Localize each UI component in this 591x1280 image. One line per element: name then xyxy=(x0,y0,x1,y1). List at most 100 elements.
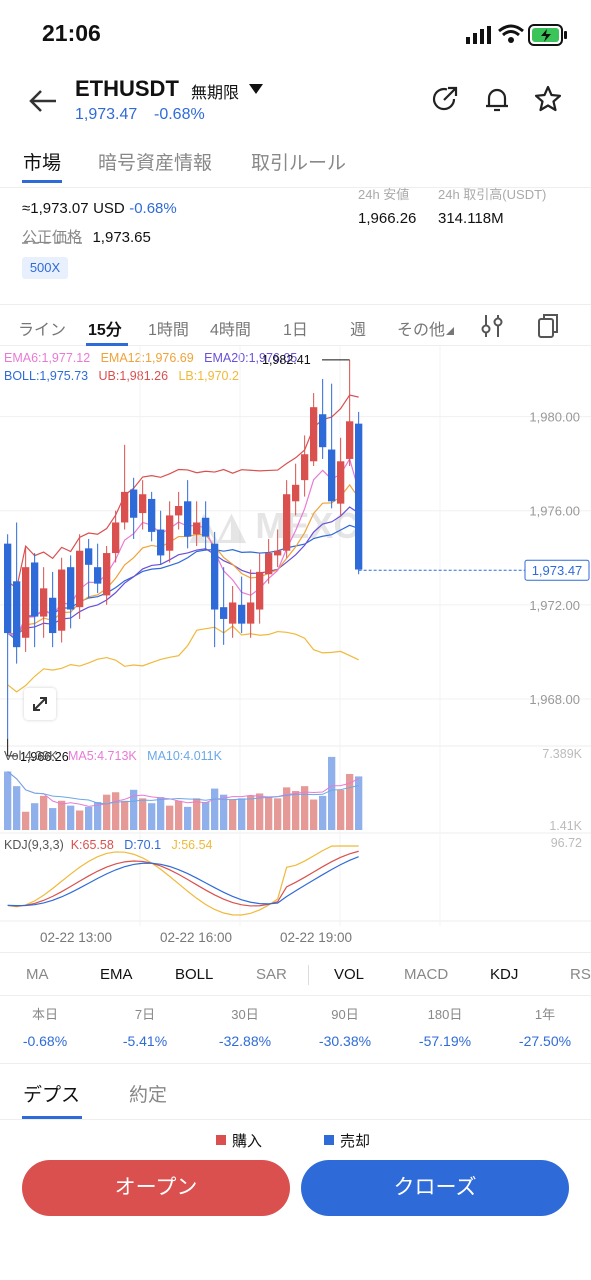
tab-trades[interactable]: 約定 xyxy=(129,1085,168,1106)
wifi-icon xyxy=(498,24,524,43)
volume-bar xyxy=(319,795,327,830)
candle-body xyxy=(319,414,327,448)
volume-bar xyxy=(40,795,48,830)
y-tick-label: 1,976.00 xyxy=(529,504,580,519)
perf-value: -30.38% xyxy=(318,1033,372,1049)
header: ETHUSDT 無期限 1,973.47 -0.68% xyxy=(0,70,591,132)
candle-body xyxy=(121,491,129,523)
vol-ma10-line xyxy=(7,771,359,805)
tab-trading-rules[interactable]: 取引ルール xyxy=(251,153,347,174)
symbol-title[interactable]: ETHUSDT xyxy=(75,76,179,101)
period-week[interactable]: 週 xyxy=(350,322,367,339)
period-4h[interactable]: 4時間 xyxy=(210,322,251,339)
y-tick-label: 1,968.00 xyxy=(529,692,580,707)
vol-values: Vol:4.39K MA5:4.713K MA10:4.011K xyxy=(4,749,222,763)
vol-min-label: 1.41K xyxy=(549,819,582,833)
period-underline xyxy=(86,343,128,346)
contract-type[interactable]: 無期限 xyxy=(191,85,240,102)
candle-body xyxy=(247,602,255,624)
expand-chart-button[interactable] xyxy=(24,688,56,720)
leverage-badge[interactable]: 500X xyxy=(22,257,68,279)
perf-label: 本日 xyxy=(31,1007,58,1022)
candle-body xyxy=(175,506,183,516)
perf-today: 本日 -0.68% xyxy=(0,1004,90,1049)
status-time: 21:06 xyxy=(42,20,101,46)
indicator-settings-icon[interactable] xyxy=(480,313,504,339)
price-chart[interactable]: ◭◮ MEXC 1,980.00 1,976.00 1,972.00 1,968.00… xyxy=(0,346,591,952)
candle-body xyxy=(229,602,237,624)
buy-swatch xyxy=(216,1135,226,1145)
candle-body xyxy=(346,421,354,459)
period-15m[interactable]: 15分 xyxy=(88,322,122,339)
ema12-value: EMA12:1,976.69 xyxy=(100,351,194,365)
header-change: -0.68% xyxy=(154,106,205,123)
bell-icon[interactable] xyxy=(482,84,512,114)
ind-tab-ema[interactable]: EMA xyxy=(100,966,133,983)
ema6-line xyxy=(7,457,360,638)
close-button[interactable]: クローズ xyxy=(301,1160,569,1216)
expand-icon xyxy=(33,697,47,711)
perf-30d: 30日 -32.88% xyxy=(200,1004,290,1049)
volume-bar xyxy=(31,803,39,830)
ind-tab-macd[interactable]: MACD xyxy=(404,966,449,983)
volume-bar xyxy=(94,801,102,830)
copy-chart-icon[interactable] xyxy=(536,313,560,339)
candle-body xyxy=(139,494,147,514)
volume-bar xyxy=(130,789,138,830)
period-1h[interactable]: 1時間 xyxy=(148,322,189,339)
period-1d[interactable]: 1日 xyxy=(283,322,308,339)
ind-tab-rsi[interactable]: RS xyxy=(570,966,591,983)
main-tabs: 市場 暗号資産情報 取引ルール xyxy=(0,132,591,188)
volume-bar xyxy=(247,795,255,830)
open-button[interactable]: オープン xyxy=(22,1160,290,1216)
tab-market[interactable]: 市場 xyxy=(23,153,62,174)
volume-bar xyxy=(67,805,75,830)
tab-depth[interactable]: デプス xyxy=(23,1085,81,1106)
star-icon[interactable] xyxy=(533,84,563,114)
caret-down-icon[interactable] xyxy=(248,82,264,96)
perf-1y: 1年 -27.50% xyxy=(500,1004,590,1049)
volume-bar xyxy=(337,789,345,830)
boll-value: BOLL:1,975.73 xyxy=(4,369,89,383)
volume-bar xyxy=(49,808,57,830)
index-currency: USD xyxy=(93,200,125,217)
volume-bar xyxy=(193,798,201,830)
fair-price-label[interactable]: 公正価格 xyxy=(22,229,83,246)
ema6-value: EMA6:1,977.12 xyxy=(4,351,91,365)
candle-body xyxy=(58,569,66,631)
candle-body xyxy=(103,553,111,596)
indicator-lines xyxy=(7,394,360,693)
kdj-label: KDJ(9,3,3) xyxy=(4,838,64,852)
sell-swatch xyxy=(324,1135,334,1145)
boll-lower-line xyxy=(7,625,359,693)
ind-tab-sar[interactable]: SAR xyxy=(256,966,287,983)
back-arrow-icon[interactable] xyxy=(26,84,60,118)
candle-body xyxy=(94,567,102,584)
candle-body xyxy=(112,522,120,554)
period-more[interactable]: その他 xyxy=(397,322,446,339)
candle-body xyxy=(355,423,363,570)
kdj-j-line xyxy=(7,845,359,916)
ind-tab-vol[interactable]: VOL xyxy=(334,966,365,983)
chart-axis: 1,980.00 1,976.00 1,972.00 1,968.00 1,973.47… xyxy=(7,353,590,945)
perf-value: -57.19% xyxy=(418,1033,472,1049)
perf-value: -32.88% xyxy=(218,1033,272,1049)
index-price: ≈1,973.07 xyxy=(22,200,89,217)
candle-body xyxy=(157,529,165,556)
volume-bar xyxy=(238,798,246,830)
kdj-k-line xyxy=(7,850,359,907)
ind-tab-ma[interactable]: MA xyxy=(26,966,49,983)
header-price: 1,973.47 xyxy=(75,106,138,123)
volume-bar xyxy=(139,798,147,830)
ma5-value: MA5:4.713K xyxy=(67,749,137,763)
low-24h: 1,966.26 xyxy=(358,210,417,227)
tab-crypto-info[interactable]: 暗号資産情報 xyxy=(98,153,213,174)
candle-body xyxy=(211,543,219,610)
candle-body xyxy=(4,543,12,634)
ind-tab-boll[interactable]: BOLL xyxy=(175,966,214,983)
volume-bar xyxy=(355,776,363,830)
volume-bar xyxy=(13,786,21,830)
ind-tab-kdj[interactable]: KDJ xyxy=(490,966,519,983)
share-icon[interactable] xyxy=(430,84,460,114)
period-line[interactable]: ライン xyxy=(18,322,67,339)
